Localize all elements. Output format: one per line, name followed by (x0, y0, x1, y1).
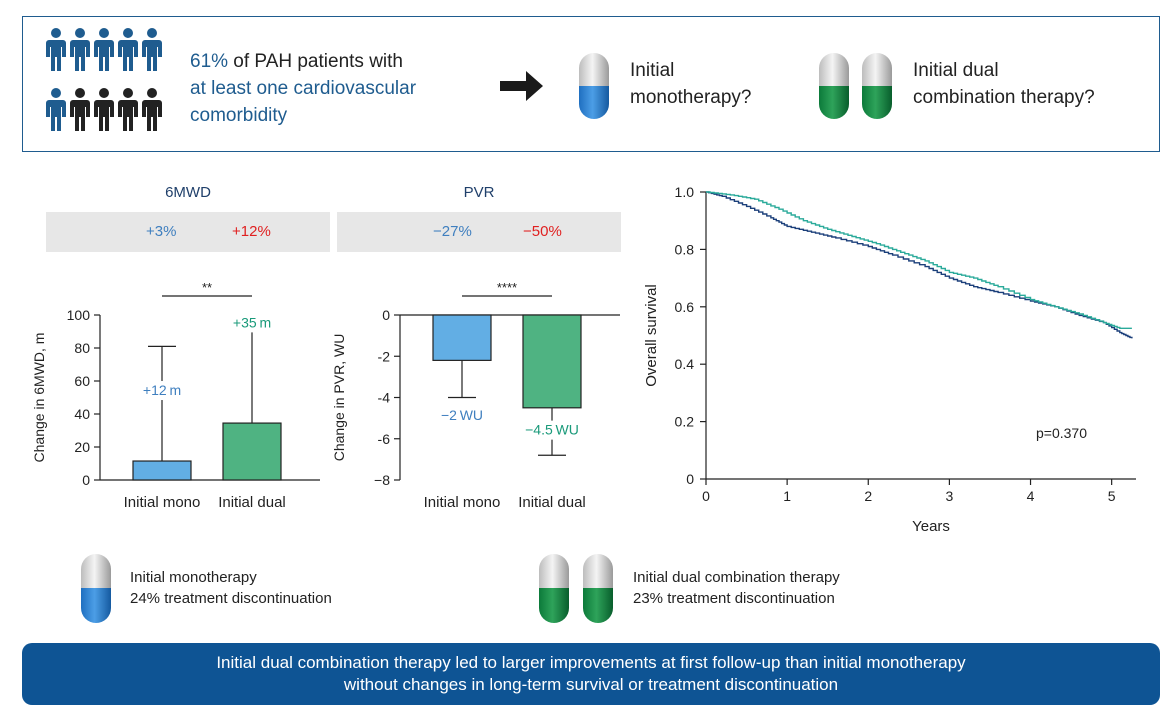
legend-dual-title: Initial dual combination therapy (633, 569, 840, 586)
y-tick-label: -4 (378, 390, 391, 406)
bar (132, 460, 192, 481)
people-icon-group (46, 28, 162, 131)
stat-line-3: comorbidity (190, 105, 288, 126)
label-background (518, 420, 586, 440)
legend-mono: Initial monotherapy 24% treatment discon… (130, 567, 332, 609)
x-category-label: Initial mono (424, 494, 501, 511)
bar-value-label: −4.5 WU (525, 422, 579, 438)
y-axis-label: Overall survival (643, 284, 660, 387)
label-background (226, 313, 278, 333)
x-tick-label: 3 (945, 488, 953, 504)
person-icon (142, 88, 162, 131)
bar (432, 314, 492, 361)
y-tick-label: 1.0 (675, 184, 695, 200)
dual-question-line2: combination therapy? (913, 87, 1095, 108)
y-axis-label: Change in PVR, WU (331, 334, 347, 462)
6mwd-summary-bar: +3% +12% (46, 212, 330, 252)
label-background (136, 381, 188, 401)
summary-header-box (22, 16, 1160, 152)
legend-dual: Initial dual combination therapy 23% tre… (633, 567, 840, 609)
stat-text: of PAH patients with (228, 51, 403, 72)
y-tick-label: 20 (74, 439, 90, 455)
person-icon (46, 28, 66, 71)
bar-value-label: +12 m (143, 382, 181, 398)
comorbidity-statement: 61% of PAH patients with at least one ca… (190, 48, 480, 129)
arrow-right-icon (500, 71, 543, 101)
stat-percent: 61% (190, 51, 229, 72)
x-tick-label: 2 (864, 488, 872, 504)
person-icon (118, 88, 138, 131)
significance-stars: **** (497, 280, 517, 295)
conclusion-banner: Initial dual combination therapy led to … (22, 643, 1160, 705)
person-icon (94, 88, 114, 131)
dual-question-line1: Initial dual (913, 60, 999, 81)
6mwd-title: 6MWD (165, 184, 211, 201)
mono-question: Initial monotherapy? (630, 57, 751, 111)
y-axis-label: Change in 6MWD, m (31, 333, 47, 463)
dual-pills-icon (819, 53, 892, 119)
mono-pill-icon (579, 53, 609, 119)
y-tick-label: 0 (686, 471, 694, 487)
pvr-title: PVR (463, 184, 495, 201)
conclusion-line-2: without changes in long-term survival or… (343, 675, 839, 694)
y-tick-label: −8 (374, 472, 390, 488)
legend-mono-title: Initial monotherapy (130, 569, 257, 586)
y-tick-label: 40 (74, 406, 90, 422)
6mwd-bar-chart: 0 20 40 60 80 100 Change in 6MWD, m +12 m Initia… (31, 280, 320, 511)
km-series-mono (706, 191, 1133, 339)
x-category-label: Initial mono (124, 494, 201, 511)
6mwd-dual-percent: +12% (232, 223, 271, 240)
x-axis-label: Years (912, 518, 950, 535)
pvr-bar-chart: 0 -2 -4 -6 −8 Change in PVR, WU −2 WU Initial m… (331, 280, 620, 511)
mono-question-line1: Initial (630, 60, 675, 81)
bar-value-label: +35 m (233, 314, 271, 330)
y-tick-label: 0 (82, 472, 90, 488)
label-background (428, 406, 496, 426)
km-series-dual (706, 191, 1132, 329)
x-category-label: Initial dual (518, 494, 586, 511)
person-icon (94, 28, 114, 71)
person-icon (46, 88, 66, 131)
conclusion-line-1: Initial dual combination therapy led to … (216, 653, 966, 672)
x-tick-label: 4 (1027, 488, 1035, 504)
y-tick-label: 0.2 (675, 414, 695, 430)
legend-dual-pills-icon (539, 554, 613, 623)
bar-value-label: −2 WU (441, 407, 483, 423)
legend-mono-pill-icon (81, 554, 111, 623)
bar (522, 314, 582, 409)
x-tick-label: 5 (1108, 488, 1116, 504)
y-tick-label: 60 (74, 373, 90, 389)
survival-km-chart: 0 0.2 0.4 0.6 0.8 1.0 0 1 2 3 4 5 Years Overall survi… (643, 184, 1136, 535)
x-tick-label: 0 (702, 488, 710, 504)
pvr-mono-percent: −27% (433, 223, 472, 240)
person-icon (70, 28, 90, 71)
y-tick-label: -2 (378, 348, 391, 364)
6mwd-mono-percent: +3% (146, 223, 177, 240)
y-tick-label: -6 (378, 431, 391, 447)
pvr-summary-bar: −27% −50% (337, 212, 621, 252)
stat-line-2: at least one cardiovascular (190, 78, 417, 99)
x-tick-label: 1 (783, 488, 791, 504)
person-icon (70, 88, 90, 131)
y-tick-label: 0.8 (675, 241, 695, 257)
pvr-dual-percent: −50% (523, 223, 562, 240)
dual-question: Initial dual combination therapy? (913, 57, 1095, 111)
x-category-label: Initial dual (218, 494, 286, 511)
y-tick-label: 0 (382, 307, 390, 323)
person-icon (118, 28, 138, 71)
mono-question-line2: monotherapy? (630, 87, 752, 108)
person-icon (142, 28, 162, 71)
y-tick-label: 80 (74, 340, 90, 356)
p-value-annotation: p=0.370 (1036, 425, 1087, 441)
y-tick-label: 0.6 (675, 299, 695, 315)
significance-stars: ** (202, 280, 212, 295)
y-tick-label: 0.4 (675, 356, 695, 372)
y-tick-label: 100 (67, 307, 91, 323)
bar (222, 422, 282, 481)
legend-mono-discontinuation: 24% treatment discontinuation (130, 590, 332, 607)
legend-dual-discontinuation: 23% treatment discontinuation (633, 590, 835, 607)
